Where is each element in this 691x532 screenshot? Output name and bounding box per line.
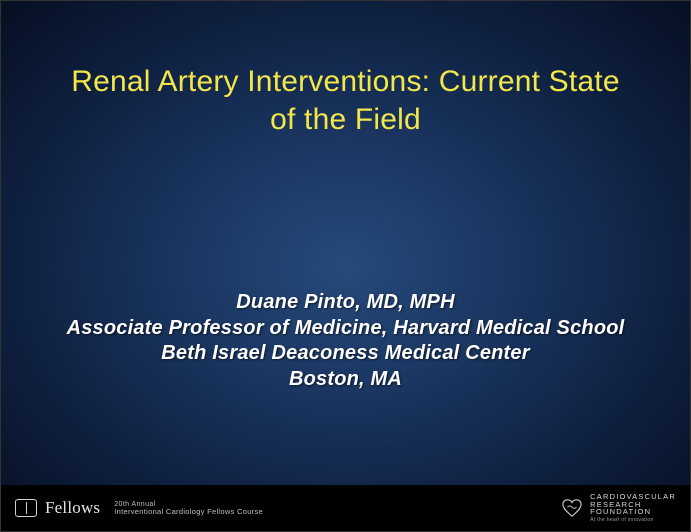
slide-footer: Fellows 20th Annual Interventional Cardi… (1, 485, 690, 531)
book-icon (15, 499, 37, 517)
crf-tagline: At the heart of innovation (590, 518, 676, 523)
author-name: Duane Pinto, MD, MPH (41, 290, 650, 316)
fellows-brand-text: Fellows (45, 498, 100, 518)
crf-text-block: CARDIOVASCULAR RESEARCH FOUNDATION At th… (590, 493, 676, 523)
footer-right-brand: CARDIOVASCULAR RESEARCH FOUNDATION At th… (561, 493, 676, 523)
author-affiliation-2: Beth Israel Deaconess Medical Center (41, 341, 650, 367)
crf-line-3: FOUNDATION (590, 508, 676, 516)
author-affiliation-1: Associate Professor of Medicine, Harvard… (41, 316, 650, 342)
title-block: Renal Artery Interventions: Current Stat… (1, 63, 690, 138)
fellows-course-text: Interventional Cardiology Fellows Course (114, 508, 263, 516)
crf-heart-icon (561, 498, 583, 518)
slide-title: Renal Artery Interventions: Current Stat… (61, 63, 630, 138)
fellows-subtitle: 20th Annual Interventional Cardiology Fe… (114, 501, 263, 516)
presentation-slide: Renal Artery Interventions: Current Stat… (0, 0, 691, 532)
author-block: Duane Pinto, MD, MPH Associate Professor… (1, 290, 690, 392)
author-location: Boston, MA (41, 367, 650, 393)
footer-left-brand: Fellows 20th Annual Interventional Cardi… (15, 498, 263, 518)
